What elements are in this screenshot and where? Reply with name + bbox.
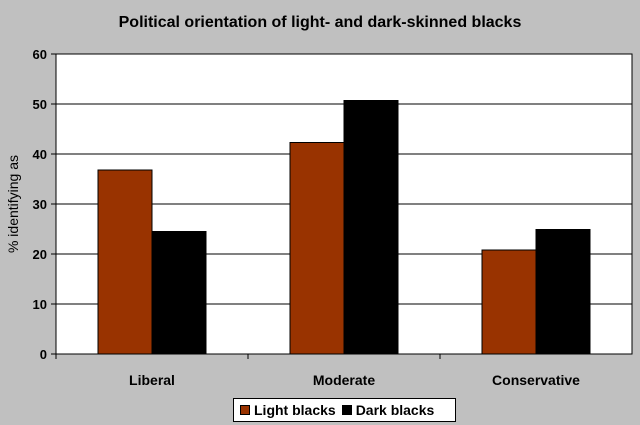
- y-axis-ticks: 0 10 20 30 40 50 60: [33, 47, 56, 362]
- x-category-label: Moderate: [313, 372, 375, 388]
- legend-swatch: [240, 405, 250, 415]
- legend-label: Light blacks: [254, 402, 336, 418]
- bar-dark-blacks-moderate: [343, 100, 399, 355]
- y-tick-label: 60: [33, 47, 47, 62]
- y-axis-title: % identifying as: [5, 155, 21, 253]
- bar-dark-blacks-conservative: [535, 229, 591, 355]
- legend: Light blacks Dark blacks: [233, 398, 456, 422]
- y-tick-label: 50: [33, 97, 47, 112]
- x-category-label: Conservative: [492, 372, 580, 388]
- bars: [97, 100, 591, 355]
- y-tick-label: 40: [33, 147, 47, 162]
- y-tick-label: 10: [33, 297, 47, 312]
- bar-dark-blacks-liberal: [151, 231, 207, 355]
- bar-light-blacks-liberal: [97, 169, 153, 355]
- legend-item-dark-blacks: Dark blacks: [341, 402, 435, 418]
- y-tick-label: 0: [40, 347, 47, 362]
- bar-light-blacks-conservative: [481, 249, 537, 355]
- legend-swatch: [341, 405, 352, 415]
- chart-title: Political orientation of light- and dark…: [118, 14, 522, 31]
- legend-item-light-blacks: Light blacks: [240, 402, 336, 418]
- bar-light-blacks-moderate: [289, 142, 345, 355]
- x-category-label: Liberal: [129, 372, 175, 388]
- x-axis-labels: Liberal Moderate Conservative: [55, 354, 580, 388]
- y-tick-label: 20: [33, 247, 47, 262]
- legend-label: Dark blacks: [355, 402, 435, 418]
- y-tick-label: 30: [33, 197, 47, 212]
